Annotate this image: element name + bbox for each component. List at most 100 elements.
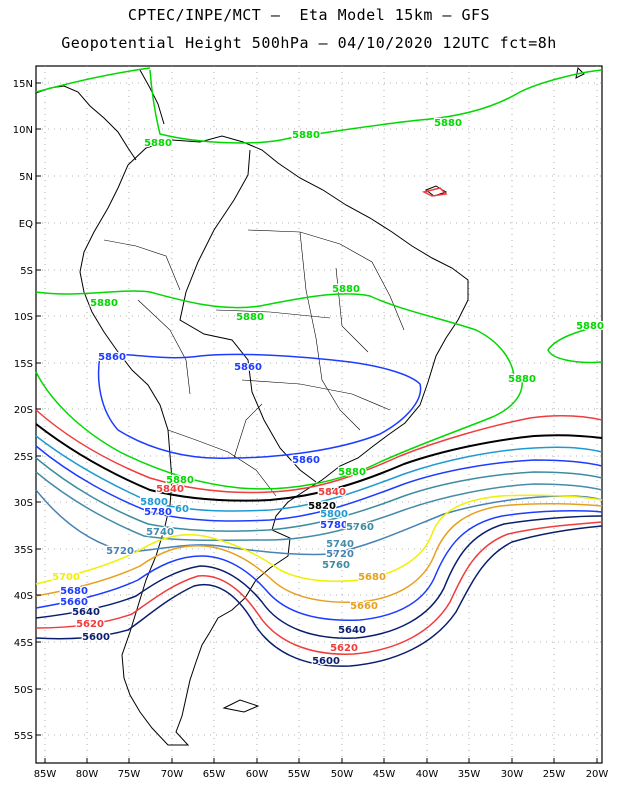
contour-label-5740: 5740: [146, 527, 174, 538]
contour-label-5860: 5860: [234, 362, 262, 373]
contour-label-5720: 5720: [106, 546, 134, 557]
contour-label-5660: 5660: [60, 597, 88, 608]
contour-5820: [35, 423, 603, 502]
contour-label-5640: 5640: [338, 625, 366, 636]
contour-label-5760: 5760: [322, 560, 350, 571]
latitude-label: 55S: [14, 731, 33, 742]
contour-5700: [35, 494, 603, 585]
caribbean-coastline: [139, 69, 165, 125]
contour-5620: [35, 521, 603, 655]
contour-label-5880: 5880: [338, 467, 366, 478]
contour-label-5880: 5880: [508, 374, 536, 385]
contour-5860-small: [421, 187, 448, 197]
contour-label-5700: 5700: [52, 572, 80, 583]
contour-5680: [35, 502, 603, 604]
latitude-label: 5S: [20, 266, 33, 277]
contour-label-5780: 5780: [144, 507, 172, 518]
contour-5760: [35, 457, 603, 532]
contour-5880-north: [35, 67, 603, 144]
contour-label-5620: 5620: [330, 643, 358, 654]
contour-5740: [35, 471, 603, 542]
contour-label-5620: 5620: [76, 619, 104, 630]
latitude-label: 30S: [14, 498, 33, 509]
longitude-label: 35W: [458, 769, 481, 780]
latitude-label: 45S: [14, 638, 33, 649]
contour-5720: [35, 489, 603, 556]
contour-label-60: 60: [175, 504, 189, 515]
contour-label-5880: 5880: [90, 298, 118, 309]
longitude-label: 75W: [118, 769, 141, 780]
map-title-line-2: Geopotential Height 500hPa – 04/10/2020 …: [61, 34, 557, 52]
contour-5640: [35, 515, 603, 639]
contour-5880-south: [35, 371, 523, 490]
longitude-label: 50W: [331, 769, 354, 780]
contour-label-5720: 5720: [326, 549, 354, 560]
contour-label-5640: 5640: [72, 607, 100, 618]
contour-label-5820: 5820: [308, 501, 336, 512]
longitude-label: 25W: [543, 769, 566, 780]
latitude-label: 15S: [14, 359, 33, 370]
longitude-label: 45W: [373, 769, 396, 780]
contour-label-5800: 5800: [140, 497, 168, 508]
contour-label-5840: 5840: [156, 484, 184, 495]
axis-labels: 15N 10N 5N EQ 5S 10S 15S 20S 25S 30S 35S 40S 45S 50S 5…: [13, 79, 609, 780]
latitude-label: 25S: [14, 452, 33, 463]
longitude-label: 70W: [161, 769, 184, 780]
contour-5880-east: [547, 325, 603, 364]
contour-label-5880: 5880: [434, 118, 462, 129]
latitude-label: 35S: [14, 545, 33, 556]
contour-5840: [35, 409, 603, 494]
brazil-border: [179, 149, 317, 483]
contour-label-5840: 5840: [318, 487, 346, 498]
contour-label-5680: 5680: [358, 572, 386, 583]
longitude-label: 40W: [416, 769, 439, 780]
longitude-label: 30W: [501, 769, 524, 780]
contour-label-5880: 5880: [236, 312, 264, 323]
south-america-coastline: [79, 135, 469, 746]
contour-5780: [35, 445, 603, 522]
contour-label-5880: 5880: [576, 321, 604, 332]
coastlines: [35, 66, 585, 746]
longitude-label: 20W: [586, 769, 609, 780]
contour-label-5740: 5740: [326, 539, 354, 550]
longitude-label: 60W: [246, 769, 269, 780]
contour-label-5860: 5860: [292, 455, 320, 466]
latitude-label: 15N: [13, 79, 33, 90]
contour-5600: [35, 525, 603, 667]
contour-label-5800: 5800: [320, 509, 348, 520]
latitude-label: 50S: [14, 685, 33, 696]
longitude-label: 55W: [288, 769, 311, 780]
andean-borders: [103, 239, 277, 497]
contour-5660: [35, 510, 603, 621]
contour-label-5880: 5880: [144, 138, 172, 149]
latitude-label: 40S: [14, 591, 33, 602]
contour-lines: [35, 67, 603, 667]
contour-label-5680: 5680: [60, 586, 88, 597]
contour-label-5880: 5880: [166, 475, 194, 486]
contour-labels: 5880 5880 5880 5880 5880 5880 5880 5880 5880 5880…: [51, 117, 605, 669]
latitude-label: 20S: [14, 405, 33, 416]
contour-label-5600: 5600: [82, 632, 110, 643]
contour-label-5600: 5600: [312, 656, 340, 667]
contour-5800: [35, 435, 603, 512]
longitude-label: 80W: [76, 769, 99, 780]
latitude-label: EQ: [19, 219, 33, 230]
latitude-label: 5N: [19, 172, 33, 183]
contour-label-5660: 5660: [350, 601, 378, 612]
latitude-label: 10S: [14, 312, 33, 323]
contour-label-5880: 5880: [292, 130, 320, 141]
contour-label-5860: 5860: [98, 352, 126, 363]
longitude-label: 65W: [203, 769, 226, 780]
islands: [222, 66, 585, 713]
contour-5860-closed: [97, 353, 422, 459]
longitude-label: 85W: [34, 769, 57, 780]
lat-lon-grid: [36, 66, 602, 763]
contour-label-5780: 5780: [320, 520, 348, 531]
contour-label-5760: 5760: [346, 522, 374, 533]
latitude-label: 10N: [13, 125, 33, 136]
map-title-line-1: CPTEC/INPE/MCT – Eta Model 15km – GFS: [127, 6, 491, 24]
contour-label-5880: 5880: [332, 284, 360, 295]
map-frame: [35, 65, 603, 764]
contour-5880-central: [35, 290, 515, 377]
